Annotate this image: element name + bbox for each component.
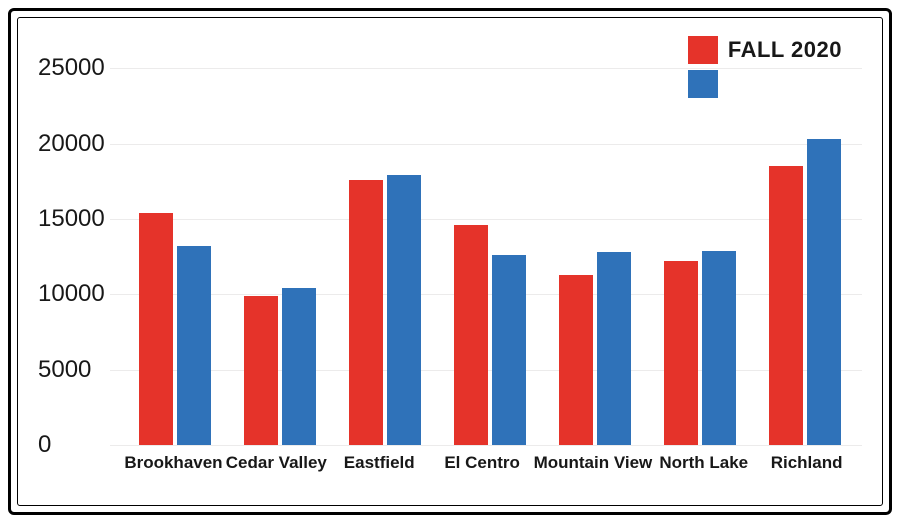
x-tick-label: Brookhaven xyxy=(122,453,225,473)
bar-group xyxy=(648,38,753,445)
bar xyxy=(177,246,211,445)
bar-group xyxy=(543,38,648,445)
bar-group xyxy=(227,38,332,445)
bar xyxy=(769,166,803,445)
x-axis-labels: BrookhavenCedar ValleyEastfieldEl Centro… xyxy=(118,453,862,473)
y-tick-label: 10000 xyxy=(38,280,118,308)
y-tick-label: 20000 xyxy=(38,130,118,158)
y-tick-label: 15000 xyxy=(38,205,118,233)
bar xyxy=(702,251,736,445)
bar xyxy=(664,261,698,445)
gridline xyxy=(110,445,862,446)
y-tick-label: 0 xyxy=(38,431,118,459)
y-axis: 0500010000150002000025000 xyxy=(38,38,118,445)
bar xyxy=(387,175,421,445)
x-tick-label: El Centro xyxy=(431,453,534,473)
bar-group xyxy=(122,38,227,445)
bar xyxy=(454,225,488,445)
x-tick-label: Eastfield xyxy=(328,453,431,473)
chart-outer-frame: FALL 2020 0500010000150002000025000 Broo… xyxy=(8,8,892,515)
chart-inner-frame: FALL 2020 0500010000150002000025000 Broo… xyxy=(17,17,883,506)
bar-group xyxy=(437,38,542,445)
x-tick-label: Richland xyxy=(755,453,858,473)
x-tick-label: North Lake xyxy=(652,453,755,473)
bar xyxy=(139,213,173,445)
x-tick-label: Mountain View xyxy=(534,453,653,473)
bar-group xyxy=(753,38,858,445)
bar xyxy=(349,180,383,445)
bar xyxy=(807,139,841,445)
bar xyxy=(492,255,526,445)
x-tick-label: Cedar Valley xyxy=(225,453,328,473)
y-tick-label: 5000 xyxy=(38,356,118,384)
bar xyxy=(597,252,631,445)
plot-area: 0 5000 10000 15000 20000 25000 BrookhavenCeda… xyxy=(38,38,862,485)
bar xyxy=(559,275,593,445)
bar xyxy=(282,288,316,445)
bars-area xyxy=(118,38,862,445)
bar xyxy=(244,296,278,445)
bar-group xyxy=(332,38,437,445)
y-tick-label: 25000 xyxy=(38,54,118,82)
